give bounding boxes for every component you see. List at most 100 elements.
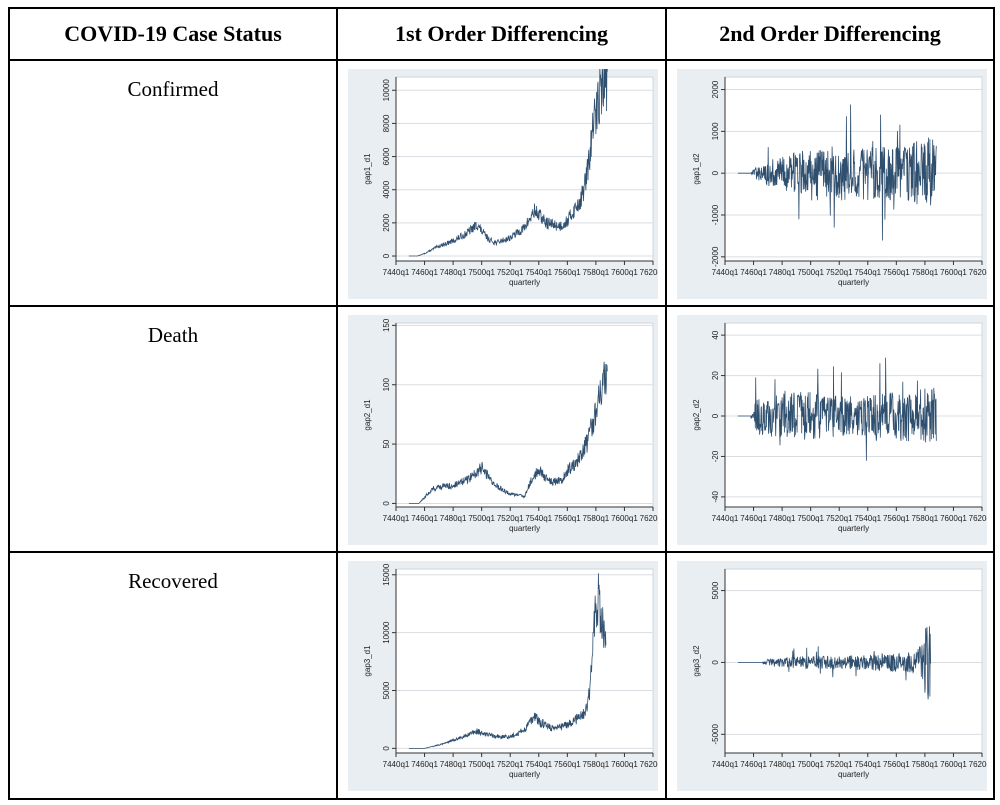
table-row-recovered: Recovered 0 5000 10000 15000 7440q1 7460q1 748… (8, 551, 995, 800)
x-tick-label: 7600q1 (940, 268, 967, 277)
y-tick-label: 0 (711, 413, 720, 418)
x-tick-label: 7620q1 (640, 514, 658, 523)
chart-panel: -5000 0 5000 7440q1 7460q1 7480q1 7500q1 7520q1… (677, 561, 987, 791)
x-tick-label: 7480q1 (769, 514, 796, 523)
series-line (408, 69, 608, 257)
x-tick-label: 7440q1 (383, 268, 410, 277)
x-tick-label: 7600q1 (611, 514, 638, 523)
y-axis-title: gap3_d1 (363, 645, 372, 677)
y-tick-label: 50 (382, 439, 391, 448)
status-label-death: Death (147, 323, 199, 347)
header-case-status: COVID-19 Case Status (8, 7, 338, 61)
y-tick-label: 5000 (382, 681, 391, 699)
x-tick-label: 7620q1 (640, 760, 658, 769)
x-tick-label: 7520q1 (497, 760, 524, 769)
x-axis-title: quarterly (509, 278, 540, 287)
x-tick-label: 7460q1 (411, 760, 438, 769)
y-tick-label: -5000 (711, 724, 720, 745)
x-tick-label: 7560q1 (883, 760, 910, 769)
plot-area (724, 322, 983, 508)
x-tick-label: 7600q1 (611, 268, 638, 277)
plot-area (395, 568, 654, 754)
x-tick-label: 7520q1 (497, 268, 524, 277)
y-tick-label: 4000 (382, 180, 391, 198)
y-axis-title: gap1_d2 (692, 153, 701, 185)
x-tick-label: 7480q1 (769, 760, 796, 769)
x-axis-title: quarterly (509, 770, 540, 779)
y-tick-label: -20 (711, 450, 720, 462)
x-tick-label: 7540q1 (525, 514, 552, 523)
x-tick-label: 7480q1 (440, 760, 467, 769)
y-tick-label: 100 (382, 378, 391, 392)
series-line (408, 361, 608, 504)
y-tick-label: -2000 (711, 246, 720, 267)
x-tick-label: 7580q1 (583, 268, 610, 277)
x-tick-label: 7500q1 (797, 760, 824, 769)
x-tick-label: 7620q1 (969, 514, 987, 523)
x-tick-label: 7440q1 (383, 760, 410, 769)
y-tick-label: 2000 (711, 80, 720, 98)
x-tick-label: 7440q1 (712, 514, 739, 523)
x-tick-label: 7540q1 (854, 760, 881, 769)
y-axis-title: gap2_d1 (363, 399, 372, 431)
y-tick-label: 40 (711, 330, 720, 339)
y-axis-title: gap1_d1 (363, 153, 372, 185)
status-label-confirmed: Confirmed (127, 77, 219, 101)
x-tick-label: 7480q1 (769, 268, 796, 277)
y-tick-label: 20 (711, 371, 720, 380)
y-tick-label: 6000 (382, 147, 391, 165)
x-tick-label: 7600q1 (940, 760, 967, 769)
x-tick-label: 7500q1 (468, 760, 495, 769)
x-tick-label: 7460q1 (411, 514, 438, 523)
series-line (737, 626, 931, 700)
x-axis-title: quarterly (838, 524, 869, 533)
series-line (408, 573, 607, 749)
x-tick-label: 7560q1 (554, 760, 581, 769)
x-tick-label: 7460q1 (740, 268, 767, 277)
x-tick-label: 7580q1 (912, 760, 939, 769)
series-line (737, 104, 937, 241)
chart-panel: 0 2000 4000 6000 8000 10000 7440q1 7460q1 7480q1… (348, 69, 658, 299)
x-tick-label: 7620q1 (640, 268, 658, 277)
table-row-death: Death 0 50 100 150 7440q1 7460q1 7480q1 7500q1 7… (8, 305, 995, 553)
x-tick-label: 7500q1 (797, 268, 824, 277)
x-tick-label: 7480q1 (440, 514, 467, 523)
x-tick-label: 7540q1 (854, 514, 881, 523)
x-axis-title: quarterly (838, 770, 869, 779)
y-axis-title: gap2_d2 (692, 399, 701, 431)
header-row: COVID-19 Case Status 1st Order Differenc… (8, 7, 995, 61)
y-tick-label: 15000 (382, 563, 391, 586)
y-tick-label: -40 (711, 491, 720, 503)
y-axis-title: gap3_d2 (692, 645, 701, 677)
chart-panel: -2000 -1000 0 1000 2000 7440q1 7460q1 7480q1 750… (677, 69, 987, 299)
y-tick-label: 5000 (711, 581, 720, 599)
x-tick-label: 7520q1 (497, 514, 524, 523)
header-second-order: 2nd Order Differencing (665, 7, 995, 61)
y-tick-label: 10000 (382, 79, 391, 102)
y-tick-label: 10000 (382, 621, 391, 644)
x-tick-label: 7600q1 (940, 514, 967, 523)
y-tick-label: 8000 (382, 114, 391, 132)
header-first-order: 1st Order Differencing (336, 7, 667, 61)
x-tick-label: 7620q1 (969, 760, 987, 769)
chart-panel: 0 5000 10000 15000 7440q1 7460q1 7480q1 7500q1 7… (348, 561, 658, 791)
x-tick-label: 7580q1 (912, 268, 939, 277)
x-tick-label: 7440q1 (383, 514, 410, 523)
chart-recovered-d2: -5000 0 5000 7440q1 7460q1 7480q1 7500q1 7520q1… (692, 568, 987, 779)
x-tick-label: 7560q1 (883, 514, 910, 523)
x-tick-label: 7560q1 (883, 268, 910, 277)
plot-area (395, 76, 654, 262)
series-line (737, 357, 937, 461)
chart-panel: 0 50 100 150 7440q1 7460q1 7480q1 7500q1 7520q1 7… (348, 315, 658, 545)
covid-differencing-table: COVID-19 Case Status 1st Order Differenc… (8, 7, 995, 800)
status-label-recovered: Recovered (128, 569, 218, 593)
x-tick-label: 7600q1 (611, 760, 638, 769)
x-axis-title: quarterly (838, 278, 869, 287)
x-tick-label: 7540q1 (525, 268, 552, 277)
chart-confirmed-d2: -2000 -1000 0 1000 2000 7440q1 7460q1 7480q1 750… (692, 76, 987, 287)
y-tick-label: 1000 (711, 122, 720, 140)
y-tick-label: 0 (382, 253, 391, 258)
x-tick-label: 7460q1 (740, 760, 767, 769)
